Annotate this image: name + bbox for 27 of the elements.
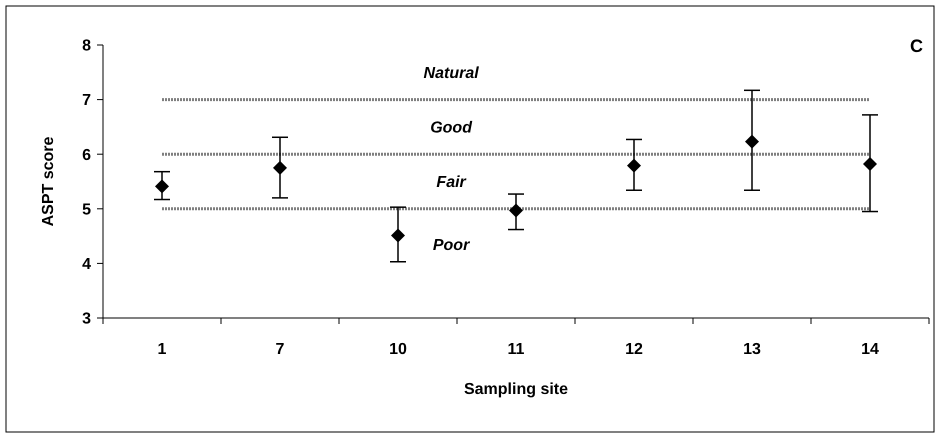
y-tick-label: 6	[82, 146, 92, 164]
y-tick-label: 3	[82, 310, 92, 328]
x-axis-title: Sampling site	[464, 381, 568, 398]
y-tick-label: 8	[82, 38, 92, 55]
x-tick-label: 11	[508, 341, 525, 358]
x-tick-label: 1	[158, 341, 167, 358]
y-tick-label: 4	[82, 256, 92, 273]
annotation: Poor	[432, 236, 470, 254]
y-tick-label: 5	[82, 201, 92, 218]
point	[273, 160, 287, 175]
point	[391, 228, 405, 243]
point	[863, 157, 877, 172]
point	[745, 134, 759, 149]
point	[627, 158, 641, 173]
annotation: Good	[430, 120, 474, 136]
y-axis-title: ASPT score	[40, 136, 57, 226]
annotation: Natural	[424, 64, 480, 82]
x-tick-label: 10	[389, 341, 407, 358]
annotation: Fair	[436, 174, 467, 192]
x-tick-label: 7	[276, 341, 285, 358]
point	[509, 203, 523, 218]
x-tick-label: 12	[625, 341, 643, 358]
y-tick-label: 7	[82, 92, 92, 110]
x-tick-label: 13	[743, 341, 761, 358]
x-tick-label: 14	[861, 341, 879, 358]
text: C	[910, 36, 923, 56]
point	[155, 179, 169, 194]
